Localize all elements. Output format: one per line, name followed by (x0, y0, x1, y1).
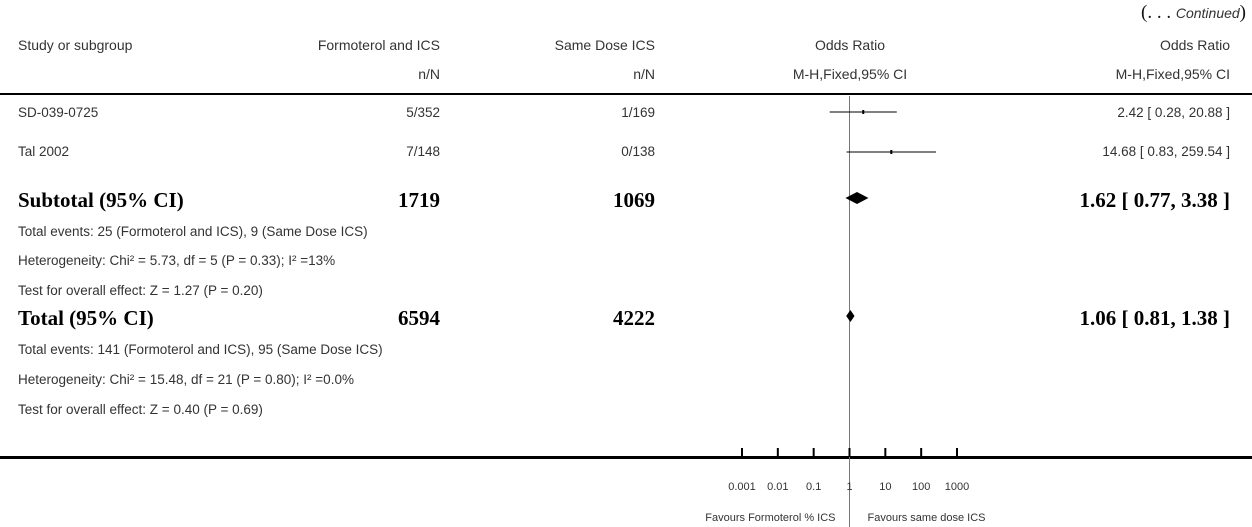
study-row-control: 1/169 (621, 105, 655, 120)
study-point-marker (862, 110, 865, 114)
continued-marker: (. . . Continued) (1141, 2, 1246, 23)
study-row-treatment: 5/352 (406, 105, 440, 120)
study-row-ci: 14.68 [ 0.83, 259.54 ] (1102, 144, 1230, 159)
header-study: Study or subgroup (18, 37, 133, 53)
header-treatment: Formoterol and ICS (317, 37, 440, 53)
study-row-treatment: 7/148 (406, 144, 440, 159)
header-control-sub: n/N (633, 66, 655, 82)
total-events: Total events: 141 (Formoterol and ICS), … (18, 342, 383, 357)
study-row-name: SD-039-0725 (18, 105, 99, 120)
total-control: 4222 (613, 306, 655, 330)
total-treatment: 6594 (398, 306, 440, 330)
axis-tick-label: 1000 (945, 481, 969, 493)
summary-diamond (846, 310, 855, 322)
footer-rule (0, 456, 1252, 459)
summary-diamond (845, 192, 869, 204)
study-row-control: 0/138 (621, 144, 655, 159)
subtotal-overall-effect: Test for overall effect: Z = 1.27 (P = 0… (18, 283, 263, 298)
axis-tick-label: 1 (846, 481, 852, 493)
total-overall-effect: Test for overall effect: Z = 0.40 (P = 0… (18, 402, 263, 417)
axis-tick-label: 0.01 (767, 481, 788, 493)
subtotal-heterogeneity: Heterogeneity: Chi² = 5.73, df = 5 (P = … (18, 253, 336, 268)
header-or-value: Odds Ratio (1159, 37, 1230, 53)
subtotal-treatment: 1719 (398, 188, 440, 212)
subtotal-ci: 1.62 [ 0.77, 3.38 ] (1079, 188, 1231, 212)
header-control: Same Dose ICS (554, 37, 655, 53)
subtotal-events: Total events: 25 (Formoterol and ICS), 9… (18, 224, 368, 239)
subtotal-control: 1069 (613, 188, 655, 212)
header-rule (0, 93, 1252, 95)
total-ci: 1.06 [ 0.81, 1.38 ] (1079, 306, 1231, 330)
study-row-ci: 2.42 [ 0.28, 20.88 ] (1117, 105, 1230, 120)
header-or-value-sub: M-H,Fixed,95% CI (1115, 66, 1230, 82)
axis-tick-label: 0.1 (806, 481, 821, 493)
favours-left-label: Favours Formoterol % ICS (705, 512, 835, 524)
axis-tick-label: 100 (912, 481, 930, 493)
total-label: Total (95% CI) (18, 306, 154, 330)
axis-tick-label: 10 (879, 481, 891, 493)
header-treatment-sub: n/N (418, 66, 440, 82)
header-or-plot: Odds Ratio (814, 37, 886, 53)
header-or-plot-sub: M-H,Fixed,95% CI (792, 66, 908, 82)
study-row-name: Tal 2002 (18, 144, 70, 159)
study-point-marker (890, 150, 893, 154)
axis-tick-label: 0.001 (728, 481, 756, 493)
favours-right-label: Favours same dose ICS (868, 512, 986, 524)
total-heterogeneity: Heterogeneity: Chi² = 15.48, df = 21 (P … (18, 372, 354, 387)
subtotal-label: Subtotal (95% CI) (18, 188, 184, 212)
